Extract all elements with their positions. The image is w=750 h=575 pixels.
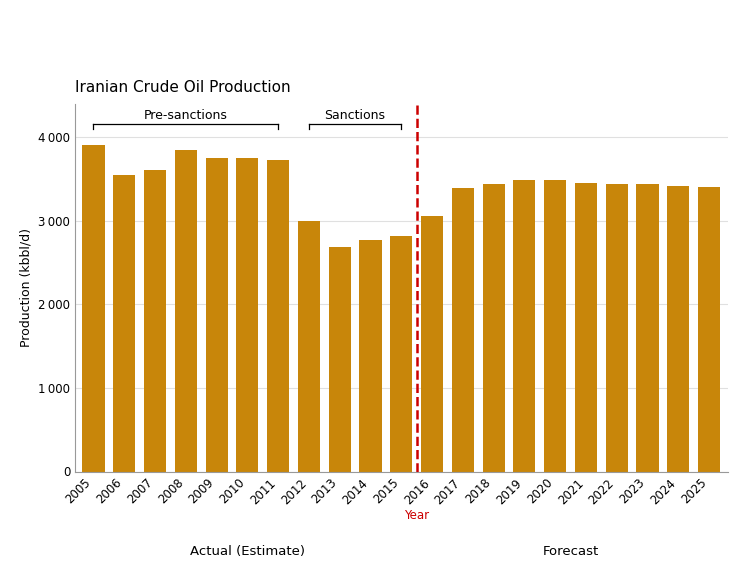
Bar bbox=[482, 184, 505, 471]
Text: Actual (Estimate): Actual (Estimate) bbox=[190, 545, 304, 558]
Bar bbox=[637, 184, 658, 471]
Bar bbox=[421, 216, 443, 472]
Text: Sanctions: Sanctions bbox=[325, 109, 386, 122]
Text: Forecast: Forecast bbox=[542, 545, 598, 558]
Bar bbox=[298, 221, 320, 472]
Bar bbox=[452, 188, 474, 472]
Text: Year: Year bbox=[404, 509, 429, 522]
Bar bbox=[82, 145, 104, 472]
Bar bbox=[513, 179, 535, 472]
Bar bbox=[144, 170, 166, 472]
Bar bbox=[359, 240, 382, 472]
Bar bbox=[390, 236, 412, 472]
Bar bbox=[113, 175, 135, 472]
Bar bbox=[267, 160, 290, 471]
Text: Iranian Crude Oil Production: Iranian Crude Oil Production bbox=[75, 81, 291, 95]
Bar bbox=[574, 183, 597, 472]
Text: Pre-sanctions: Pre-sanctions bbox=[144, 109, 228, 122]
Bar bbox=[175, 150, 197, 471]
Bar bbox=[544, 179, 566, 472]
Bar bbox=[698, 187, 720, 471]
Bar bbox=[328, 247, 351, 472]
Bar bbox=[668, 186, 689, 472]
Bar bbox=[605, 184, 628, 471]
Bar bbox=[206, 158, 228, 471]
Y-axis label: Production (kbbl/d): Production (kbbl/d) bbox=[20, 228, 32, 347]
Bar bbox=[236, 158, 259, 471]
